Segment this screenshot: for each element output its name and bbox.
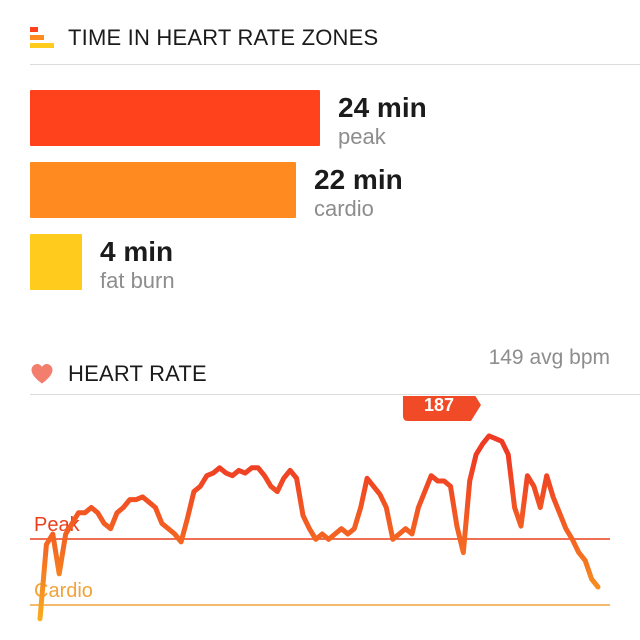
zone-bar-fat-burn	[30, 234, 82, 290]
zone-bar-peak	[30, 90, 320, 146]
heart-rate-title: HEART RATE	[68, 361, 207, 386]
max-heart-rate-marker: 187	[402, 396, 481, 421]
zone-label-peak: peak	[338, 124, 386, 149]
heart-icon	[31, 364, 53, 384]
zone-row-peak[interactable]: 24 min peak	[30, 90, 427, 150]
zones-divider	[30, 64, 640, 65]
heart-rate-header: HEART RATE	[30, 354, 610, 394]
zone-value-cardio: 22 min	[314, 164, 403, 195]
zone-label-fat-burn: fat burn	[100, 268, 175, 293]
zone-row-cardio[interactable]: 22 min cardio	[30, 162, 403, 222]
zone-row-fat-burn[interactable]: 4 min fat burn	[30, 234, 175, 294]
max-marker-callout	[402, 396, 481, 421]
zones-title: TIME IN HEART RATE ZONES	[68, 25, 379, 50]
zone-value-peak: 24 min	[338, 92, 427, 123]
zones-header: TIME IN HEART RATE ZONES	[30, 18, 610, 58]
zone-label-cardio: cardio	[314, 196, 374, 221]
heart-rate-line	[37, 433, 601, 622]
zone-bar-cardio	[30, 162, 296, 218]
threshold-label-cardio: Cardio	[34, 580, 93, 602]
heart-rate-divider	[30, 394, 640, 395]
max-marker-label: 187	[424, 396, 454, 415]
avg-bpm: 149 avg bpm	[488, 346, 610, 369]
zones-icon	[30, 27, 54, 48]
zone-value-fat-burn: 4 min	[100, 236, 174, 267]
